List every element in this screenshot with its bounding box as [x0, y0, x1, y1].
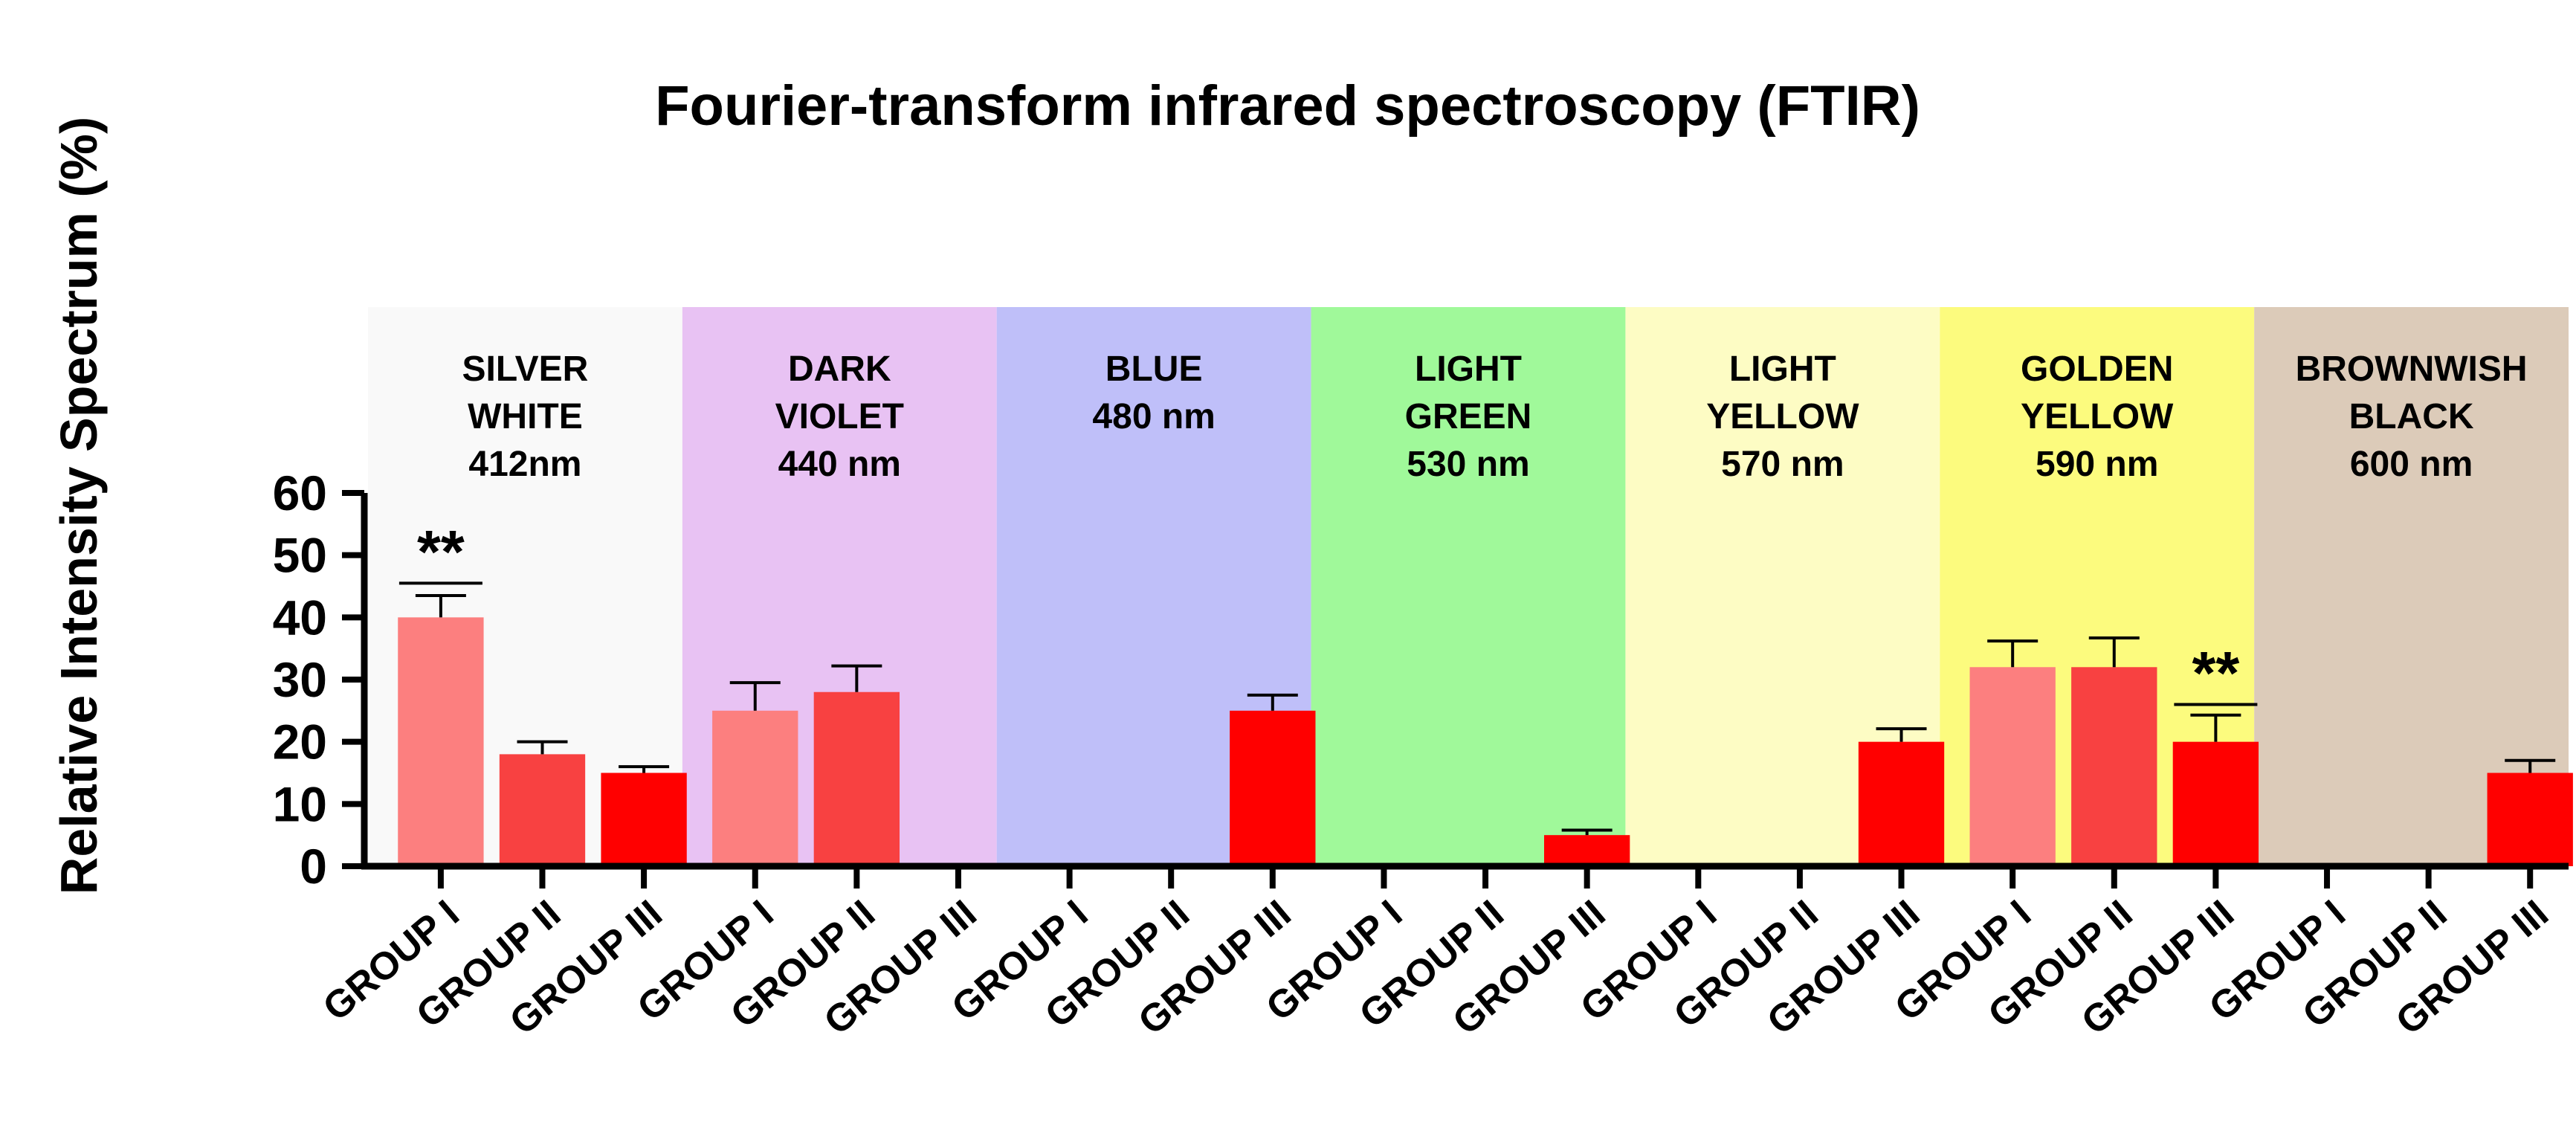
band-7-label-line-2: BLACK: [2349, 397, 2474, 436]
significance-marker: **: [2192, 639, 2239, 707]
band-4-background: [1311, 307, 1626, 866]
band-5-label-line-3: 570 nm: [1721, 445, 1844, 484]
bar-band-7-group-iii: [2487, 773, 2573, 866]
band-6-label-line-2: YELLOW: [2021, 397, 2174, 436]
band-2-label-line-3: 440 nm: [778, 445, 901, 484]
band-1-label-line-3: 412nm: [468, 445, 581, 484]
band-7-label-line-1: BROWNWISH: [2296, 349, 2528, 389]
y-tick-label: 50: [273, 528, 327, 583]
band-7-label-line-3: 600 nm: [2350, 445, 2473, 484]
band-4-label-line-1: LIGHT: [1415, 349, 1522, 389]
band-6-label-line-1: GOLDEN: [2021, 349, 2173, 389]
bar-band-5-group-iii: [1858, 741, 1945, 866]
band-5-label-line-2: YELLOW: [1706, 397, 1859, 436]
band-2-label-line-1: DARK: [788, 349, 891, 389]
y-tick-label: 60: [273, 465, 327, 520]
bar-band-1-group-iii: [601, 773, 687, 866]
bar-band-3-group-iii: [1230, 710, 1316, 866]
y-tick-label: 0: [300, 839, 327, 894]
bar-band-4-group-iii: [1543, 835, 1630, 866]
band-2-label-line-2: VIOLET: [775, 397, 904, 436]
y-axis-label: Relative Intensity Spectrum (%): [50, 117, 108, 894]
chart-title: Fourier-transform infrared spectroscopy …: [655, 74, 1920, 138]
band-6-label-line-3: 590 nm: [2036, 445, 2158, 484]
bars: ** **: [398, 518, 2573, 866]
bar-band-1-group-i: [398, 617, 484, 866]
bar-band-6-group-i: [1969, 667, 2056, 866]
bar-band-6-group-iii: [2172, 741, 2259, 866]
band-1-label-line-2: WHITE: [468, 397, 583, 436]
band-4-label-line-3: 530 nm: [1407, 445, 1529, 484]
band-3-label-line-1: BLUE: [1105, 349, 1203, 389]
y-tick-label: 20: [273, 715, 327, 770]
y-tick-label: 10: [273, 776, 327, 831]
bar-band-6-group-ii: [2071, 667, 2157, 866]
significance-marker: **: [417, 518, 465, 586]
band-5-label-line-1: LIGHT: [1729, 349, 1836, 389]
axes: 0 10 20 30 40 50 60: [273, 465, 2569, 894]
bar-band-2-group-ii: [813, 691, 900, 866]
bar-band-1-group-ii: [499, 754, 586, 866]
y-tick-label: 40: [273, 590, 327, 645]
y-tick-label: 30: [273, 652, 327, 707]
bar-band-2-group-i: [712, 710, 798, 866]
band-4-label-line-2: GREEN: [1405, 397, 1532, 436]
band-1-label-line-1: SILVER: [462, 349, 589, 389]
band-3-label-line-2: 480 nm: [1092, 397, 1215, 436]
